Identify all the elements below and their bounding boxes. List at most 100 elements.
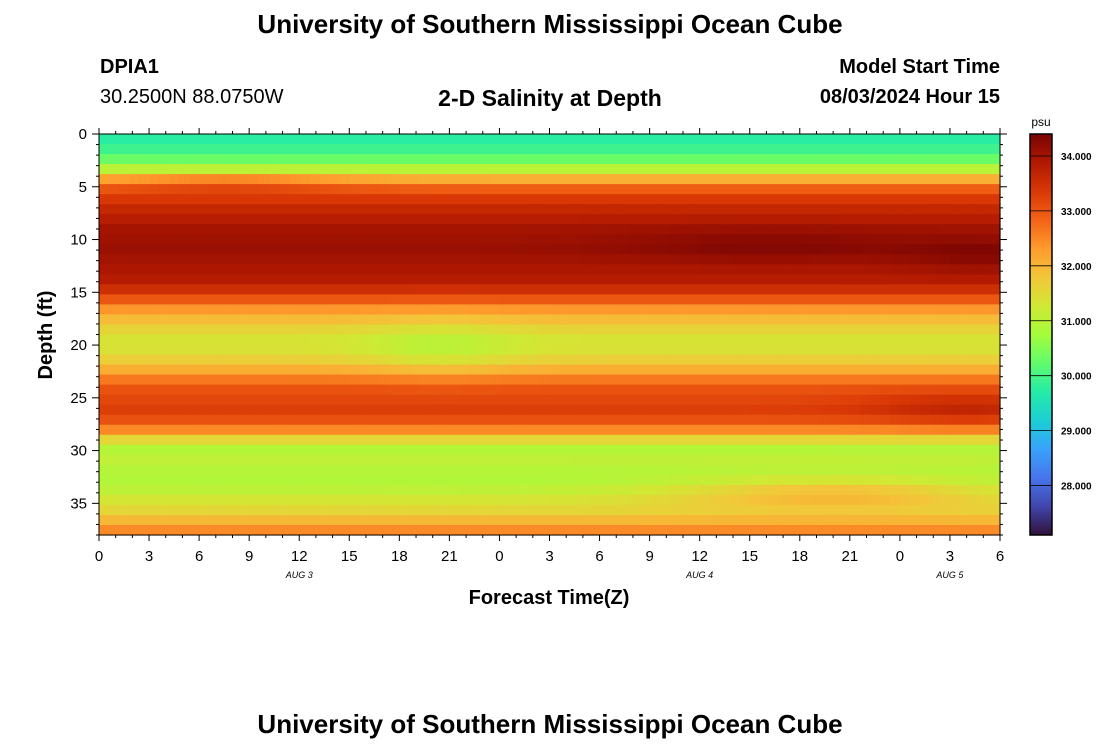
- heatmap-cell: [639, 294, 651, 306]
- heatmap-cell: [569, 324, 581, 336]
- heatmap-cell: [809, 494, 821, 506]
- heatmap-cell: [269, 184, 280, 195]
- heatmap-cell: [769, 374, 781, 386]
- heatmap-cell: [949, 474, 961, 486]
- heatmap-cell: [659, 394, 671, 406]
- heatmap-cell: [379, 214, 390, 225]
- heatmap-cell: [949, 424, 961, 436]
- heatmap-cell: [759, 294, 771, 306]
- heatmap-cell: [779, 374, 791, 386]
- heatmap-cell: [729, 504, 741, 516]
- heatmap-cell: [869, 494, 881, 506]
- heatmap-cell: [709, 344, 721, 356]
- heatmap-cell: [119, 294, 130, 306]
- heatmap-cell: [499, 154, 511, 165]
- heatmap-cell: [509, 464, 521, 476]
- heatmap-cell: [99, 194, 110, 205]
- heatmap-cell: [139, 334, 150, 346]
- heatmap-cell: [349, 504, 360, 516]
- heatmap-cell: [649, 174, 661, 185]
- heatmap-cell: [239, 304, 250, 316]
- heatmap-cell: [939, 514, 951, 526]
- heatmap-cell: [449, 394, 460, 406]
- heatmap-cell: [619, 504, 631, 516]
- heatmap-cell: [109, 394, 120, 406]
- heatmap-cell: [709, 284, 721, 295]
- heatmap-cell: [379, 314, 390, 326]
- heatmap-cell: [889, 514, 901, 526]
- heatmap-cell: [259, 174, 270, 185]
- heatmap-cell: [469, 454, 481, 466]
- heatmap-cell: [709, 504, 721, 516]
- heatmap-cell: [769, 524, 781, 536]
- heatmap-cell: [619, 494, 631, 506]
- heatmap-cell: [379, 334, 390, 346]
- heatmap-cell: [719, 244, 731, 255]
- heatmap-cell: [269, 214, 280, 225]
- heatmap-cell: [159, 334, 170, 346]
- heatmap-cell: [389, 314, 400, 326]
- heatmap-cell: [409, 514, 420, 526]
- heatmap-cell: [129, 494, 140, 506]
- heatmap-cell: [339, 234, 350, 245]
- heatmap-cell: [249, 324, 260, 336]
- heatmap-cell: [949, 244, 961, 255]
- heatmap-cell: [929, 234, 941, 245]
- heatmap-cell: [179, 224, 190, 235]
- heatmap-cell: [349, 464, 360, 476]
- heatmap-cell: [609, 134, 621, 145]
- heatmap-cell: [359, 414, 370, 426]
- heatmap-cell: [419, 514, 430, 526]
- heatmap-cell: [779, 514, 791, 526]
- heatmap-cell: [289, 404, 300, 416]
- heatmap-cell: [339, 354, 350, 366]
- heatmap-cell: [839, 374, 851, 386]
- heatmap-cell: [169, 274, 180, 285]
- heatmap-cell: [439, 354, 450, 366]
- heatmap-cell: [149, 184, 160, 195]
- heatmap-cell: [799, 484, 811, 496]
- heatmap-cell: [139, 314, 150, 326]
- heatmap-cell: [729, 184, 741, 195]
- heatmap-cell: [929, 214, 941, 225]
- heatmap-cell: [359, 244, 370, 255]
- heatmap-cell: [759, 414, 771, 426]
- heatmap-cell: [879, 494, 891, 506]
- heatmap-cell: [649, 224, 661, 235]
- heatmap-cell: [659, 174, 671, 185]
- heatmap-cell: [99, 404, 110, 416]
- heatmap-cell: [239, 524, 250, 536]
- heatmap-cell: [329, 274, 340, 285]
- heatmap-cell: [719, 464, 731, 476]
- heatmap-cell: [579, 284, 591, 295]
- heatmap-cell: [459, 264, 471, 275]
- heatmap-cell: [349, 244, 360, 255]
- heatmap-cell: [309, 174, 320, 185]
- heatmap-cell: [489, 394, 501, 406]
- heatmap-cell: [409, 164, 420, 175]
- heatmap-cell: [639, 384, 651, 396]
- heatmap-cell: [669, 364, 681, 376]
- heatmap-cell: [169, 264, 180, 275]
- heatmap-cell: [239, 484, 250, 496]
- heatmap-cell: [179, 214, 190, 225]
- heatmap-cell: [699, 354, 711, 366]
- heatmap-cell: [509, 154, 521, 165]
- heatmap-cell: [129, 324, 140, 336]
- heatmap-cell: [349, 264, 360, 275]
- heatmap-cell: [579, 134, 591, 145]
- heatmap-cell: [969, 344, 981, 356]
- heatmap-cell: [319, 434, 330, 446]
- heatmap-cell: [109, 504, 120, 516]
- heatmap-cell: [979, 464, 991, 476]
- heatmap-cell: [519, 484, 531, 496]
- heatmap-cell: [649, 244, 661, 255]
- heatmap-cell: [419, 194, 430, 205]
- heatmap-cell: [279, 294, 290, 306]
- heatmap-cell: [689, 324, 701, 336]
- heatmap-cell: [669, 214, 681, 225]
- heatmap-cell: [399, 254, 410, 265]
- heatmap-cell: [399, 154, 410, 165]
- heatmap-cell: [649, 184, 661, 195]
- heatmap-cell: [599, 234, 611, 245]
